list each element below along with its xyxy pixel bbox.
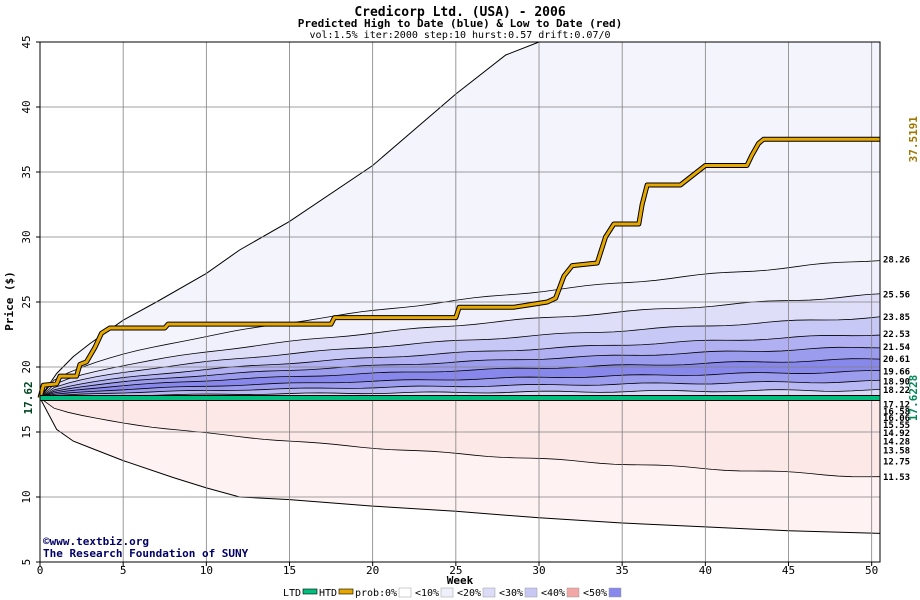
upper-band-edge-3 [40, 334, 880, 399]
band-labels: 28.26 25.56 23.85 22.53 21.54 20.61 19.6618.90… [22, 116, 920, 483]
legend-htd-label: HTD [319, 588, 337, 599]
legend-item-label-0: 0% [385, 588, 397, 599]
upper-band-label-3: 22.53 [883, 330, 910, 340]
x-tick-label-3: 15 [283, 564, 296, 577]
y-tick-label-1: 10 [20, 490, 33, 503]
credit-line-2: The Research Foundation of SUNY [43, 547, 249, 560]
legend-item-swatch-2 [482, 587, 496, 598]
lower-band-label-1: 16.58 [883, 407, 910, 417]
upper-band-edge-6 [40, 370, 880, 399]
upper-band-label-8: 18.22 [883, 386, 910, 396]
htd-line [38, 137, 880, 399]
lower-band-label-3: 15.55 [883, 421, 910, 431]
envelope-lower-edge [40, 397, 880, 534]
lower-band-label-7: 12.75 [883, 457, 910, 467]
legend-ltd-swatch [302, 588, 318, 595]
upper-band-edge-7 [40, 379, 880, 399]
upper-band-edge-2 [40, 316, 880, 399]
ltd-last-label: 17.6228 [907, 375, 920, 421]
lower-band-8 [40, 397, 880, 477]
start-price-label: 17.62 [22, 381, 35, 414]
x-tick-label-10: 50 [865, 564, 878, 577]
y-tick-label-3: 20 [20, 360, 33, 373]
x-tick-label-9: 45 [782, 564, 795, 577]
chart-title: Credicorp Ltd. (USA) - 2006 [354, 5, 565, 20]
upper-band-label-6: 19.66 [883, 367, 910, 377]
legend-item-label-2: <20% [457, 588, 481, 599]
y-tick-label-0: 5 [20, 559, 33, 566]
series-lines [37, 136, 880, 401]
lower-band-label-0: 17.12 [883, 400, 910, 410]
x-tick-label-8: 40 [699, 564, 712, 577]
upper-band-edge-8 [40, 388, 880, 399]
y-tick-label-5: 30 [20, 230, 33, 243]
chart-subtitle: Predicted High to Date (blue) & Low to D… [298, 17, 623, 30]
upper-band-label-4: 21.54 [883, 343, 911, 353]
upper-band-edge-5 [40, 358, 880, 399]
x-tick-label-2: 10 [200, 564, 213, 577]
x-tick-label-6: 30 [532, 564, 545, 577]
x-axis-label: Week [447, 574, 474, 587]
chart-params: vol:1.5% iter:2000 step:10 hurst:0.57 dr… [309, 30, 610, 41]
envelope-upper-edge [40, 42, 540, 399]
lower-band-label-4: 14.92 [883, 429, 910, 439]
y-tick-label-8: 45 [20, 35, 33, 48]
x-tick-label-5: 25 [449, 564, 462, 577]
x-tick-label-4: 20 [366, 564, 379, 577]
legend-item-swatch-3 [524, 587, 538, 598]
upper-band-label-1: 25.56 [883, 291, 910, 301]
legend-item-swatch-5 [608, 587, 622, 598]
y-axis-label: Price ($) [3, 271, 16, 331]
y-tick-label-4: 25 [20, 295, 33, 308]
y-tick-label-2: 15 [20, 425, 33, 438]
x-tick-label-1: 5 [120, 564, 127, 577]
y-tick-label-7: 40 [20, 100, 33, 113]
legend-item-swatch-4 [566, 587, 580, 598]
legend-item-label-5: <50% [583, 588, 607, 599]
legend-ltd-label: LTD [283, 588, 301, 599]
legend-item-swatch-0 [398, 587, 412, 598]
probability-bands [40, 42, 880, 534]
upper-band-edge-1 [40, 293, 880, 399]
upper-band-edge-0 [40, 260, 880, 399]
legend: LTD HTD prob: 0% <10% <20% <30% <40% <50% [283, 587, 622, 599]
upper-band-label-5: 20.61 [883, 355, 910, 365]
upper-band-label-7: 18.90 [883, 377, 910, 387]
credit-line-1: ©www.textbiz.org [43, 535, 149, 548]
y-tick-label-6: 35 [20, 165, 33, 178]
lower-band-label-2: 16.06 [883, 414, 910, 424]
htd-last-label: 37.5191 [907, 116, 920, 163]
upper-band-label-0: 28.26 [883, 256, 910, 266]
legend-item-label-4: <40% [541, 588, 565, 599]
upper-band-label-2: 23.85 [883, 313, 910, 323]
legend-item-label-3: <30% [499, 588, 523, 599]
legend-prob-label: prob: [355, 588, 385, 599]
legend-htd-swatch [338, 588, 354, 595]
lower-band-label-5: 14.28 [883, 437, 910, 447]
legend-item-swatch-1 [440, 587, 454, 598]
x-tick-label-0: 0 [37, 564, 44, 577]
x-tick-label-7: 35 [616, 564, 629, 577]
lower-band-label-8: 11.53 [883, 473, 910, 483]
legend-item-label-1: <10% [415, 588, 439, 599]
upper-band-edge-4 [40, 346, 880, 399]
lower-band-label-6: 13.58 [883, 446, 910, 456]
lower-band-edge-8 [40, 397, 880, 478]
